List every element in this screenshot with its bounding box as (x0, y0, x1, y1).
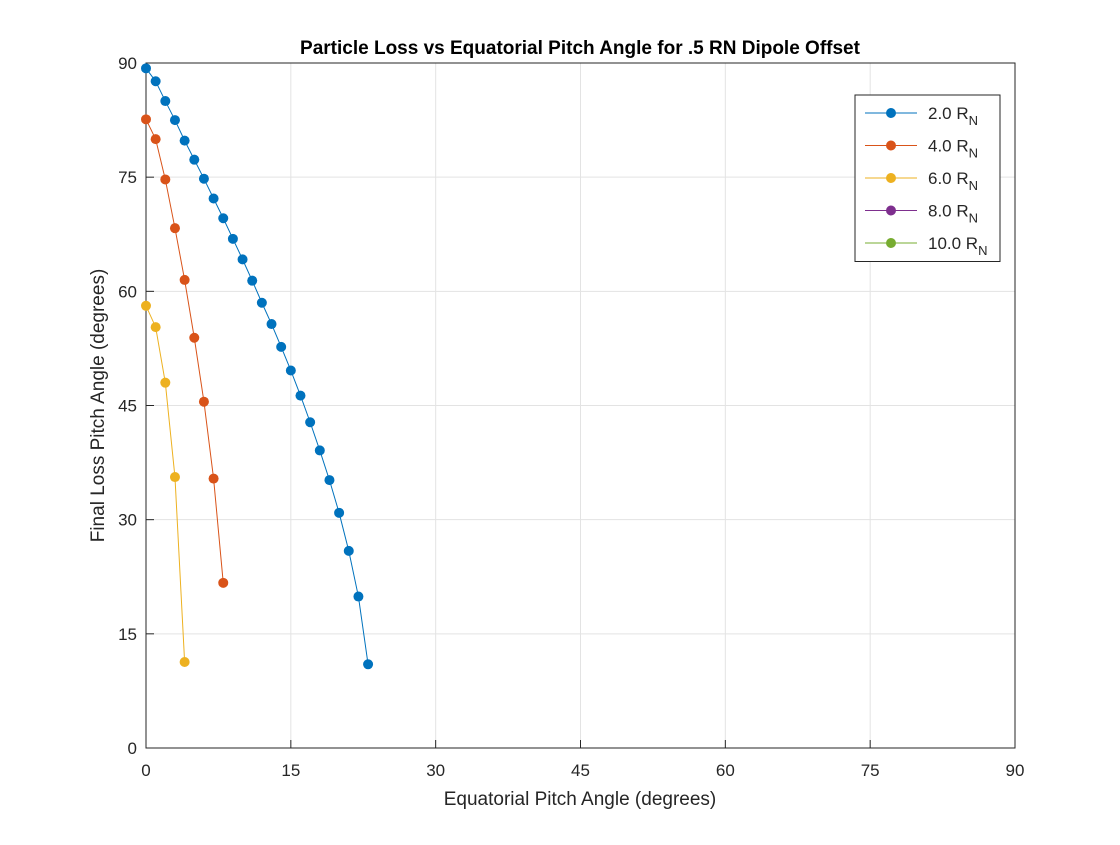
data-point (150, 76, 161, 87)
y-tick-label: 0 (128, 739, 137, 758)
data-point (169, 472, 180, 483)
data-point (295, 390, 306, 401)
data-point (169, 115, 180, 126)
legend-marker (886, 140, 896, 151)
data-point (189, 154, 200, 165)
x-tick-label: 45 (571, 761, 590, 780)
legend-label: 10.0 RN (928, 234, 987, 258)
data-point (334, 507, 345, 518)
x-tick-label: 60 (716, 761, 735, 780)
data-point (218, 577, 229, 588)
y-axis-label: Final Loss Pitch Angle (degrees) (88, 269, 109, 543)
data-point (179, 656, 190, 667)
data-point (218, 213, 229, 224)
data-point (256, 297, 267, 308)
data-point (179, 274, 190, 285)
data-point (179, 135, 190, 146)
data-point (141, 63, 151, 74)
legend-label-subscript: N (969, 146, 978, 161)
data-point (363, 659, 374, 670)
legend-label: 4.0 RN (928, 137, 978, 161)
data-point (266, 319, 277, 330)
legend-label-text: 4.0 R (928, 137, 969, 156)
legend-label-subscript: N (969, 178, 978, 193)
legend-marker (886, 205, 896, 216)
data-point (305, 417, 316, 428)
data-point (247, 275, 258, 286)
x-tick-label: 90 (1006, 761, 1025, 780)
data-point (150, 134, 161, 145)
legend-label: 6.0 RN (928, 169, 978, 193)
data-point (169, 223, 180, 234)
x-tick-label: 30 (426, 761, 445, 780)
legend-label: 8.0 RN (928, 202, 978, 226)
data-point (324, 475, 335, 486)
x-tick-label: 15 (281, 761, 300, 780)
data-point (276, 341, 287, 352)
series-2 (141, 300, 190, 667)
series-0 (141, 63, 374, 670)
legend-label-text: 6.0 R (928, 169, 969, 188)
legend-label-subscript: N (969, 113, 978, 128)
data-point (208, 193, 219, 204)
legend-label: 2.0 RN (928, 104, 978, 128)
y-tick-label: 75 (118, 168, 137, 187)
chart-title: Particle Loss vs Equatorial Pitch Angle … (300, 38, 861, 59)
data-point (198, 173, 209, 184)
legend-marker (886, 238, 896, 248)
data-point (353, 591, 364, 602)
data-point (141, 300, 151, 311)
x-axis-label: Equatorial Pitch Angle (degrees) (444, 789, 717, 810)
y-tick-label: 60 (118, 282, 137, 301)
legend-marker (886, 173, 896, 183)
series-1 (141, 114, 229, 588)
data-point (227, 233, 238, 244)
data-point (160, 377, 171, 388)
legend-label-text: 10.0 R (928, 234, 978, 253)
data-point (314, 445, 325, 456)
x-tick-label: 75 (861, 761, 880, 780)
data-point (141, 114, 151, 125)
data-point (160, 174, 171, 185)
ticks: 0 15 30 45 60 75 90 0 15 30 45 60 75 90 (118, 54, 1024, 780)
y-tick-label: 30 (118, 511, 137, 530)
legend-label-subscript: N (969, 211, 978, 226)
legend-marker (886, 108, 896, 118)
data-point (160, 96, 171, 107)
x-tick-label: 0 (141, 761, 150, 780)
data-point (198, 396, 209, 407)
data-point (343, 545, 354, 556)
data-point (285, 365, 296, 376)
legend-label-subscript: N (978, 243, 987, 258)
data-point (189, 332, 200, 343)
y-tick-label: 90 (118, 54, 137, 73)
y-tick-label: 15 (118, 625, 137, 644)
data-point (150, 322, 161, 333)
legend-label-text: 2.0 R (928, 104, 969, 123)
data-point (208, 473, 219, 484)
y-tick-label: 45 (118, 397, 137, 416)
series-group (141, 63, 374, 670)
data-point (237, 254, 248, 265)
legend-label-text: 8.0 R (928, 202, 969, 221)
